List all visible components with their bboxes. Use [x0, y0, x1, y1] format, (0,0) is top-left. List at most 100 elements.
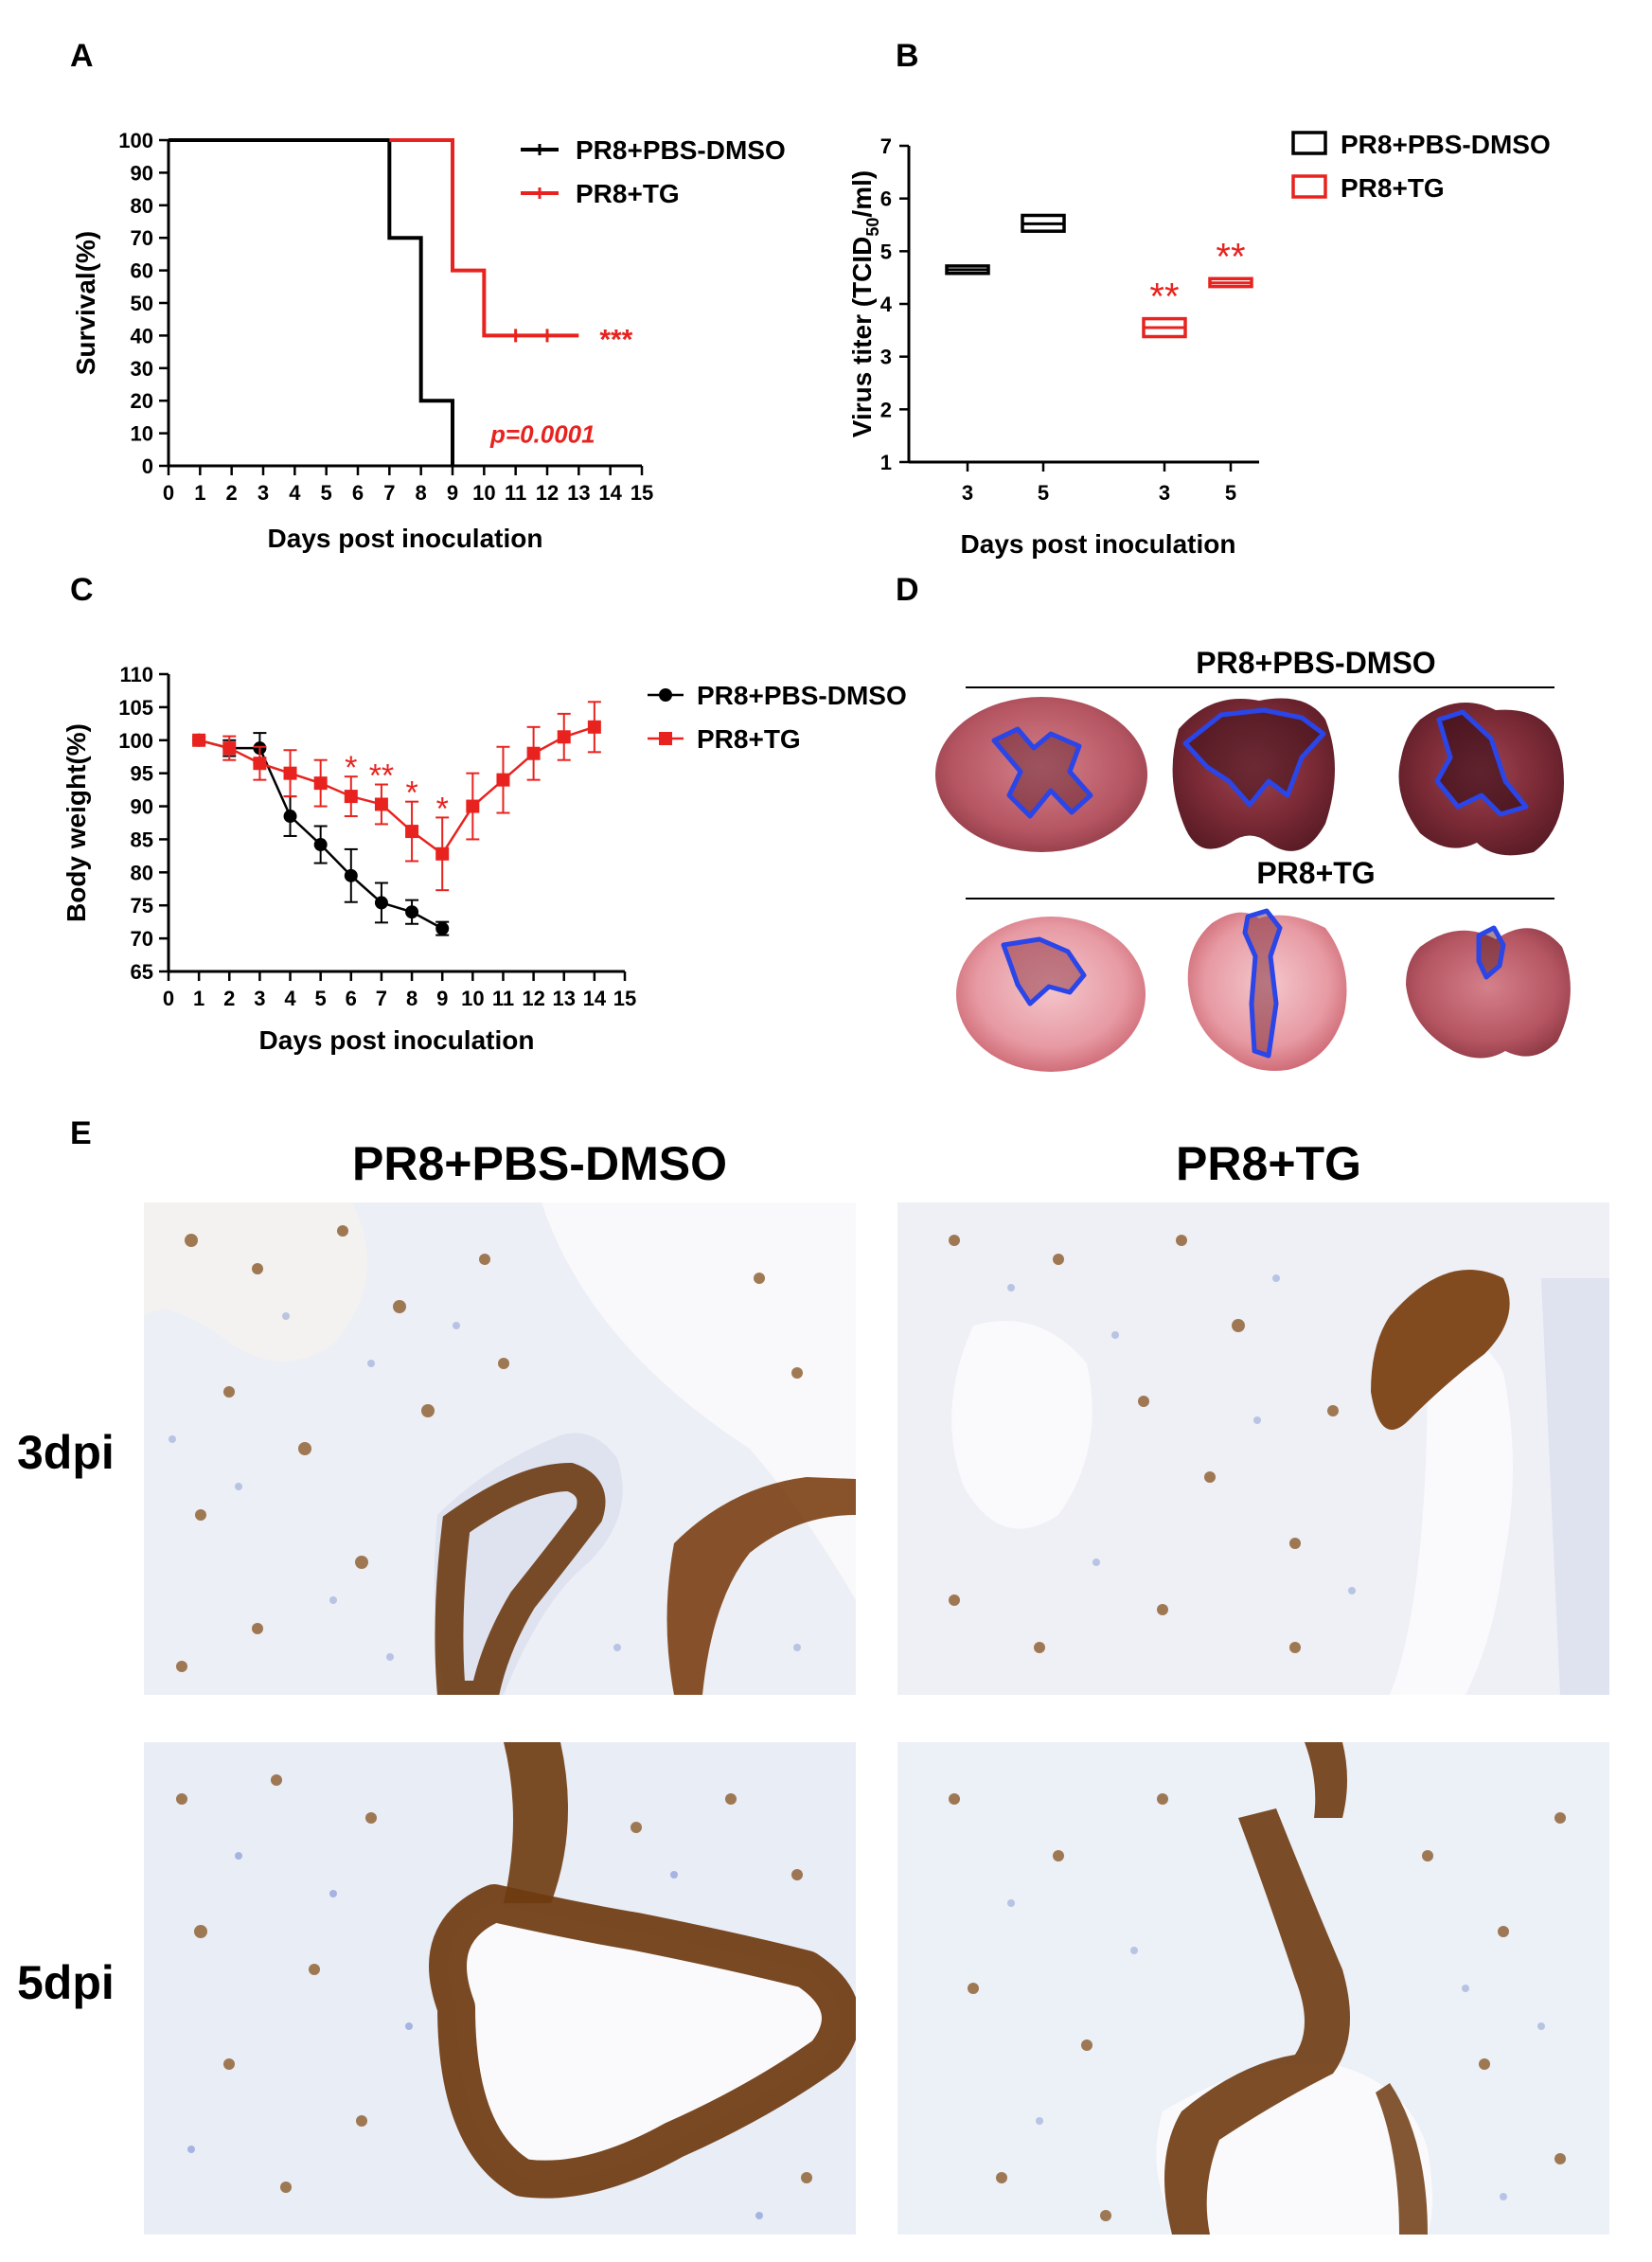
data-point-treated	[526, 746, 541, 760]
panel-label-a: A	[70, 38, 94, 74]
chart-b-legend: PR8+PBS-DMSO PR8+TG	[1291, 130, 1551, 203]
lung-photo-treated-3	[1406, 925, 1571, 1059]
data-point-treated	[435, 846, 450, 861]
panel-e-col-treated: PR8+TG	[1176, 1137, 1361, 1190]
data-point-control	[374, 896, 388, 910]
chart-b-x-axis-label: Days post inoculation	[961, 529, 1236, 559]
chart-c-x-tick-label: 15	[613, 987, 636, 1010]
chart-a-x-tick-label: 5	[321, 481, 332, 505]
histology-treated-3dpi	[897, 1202, 1609, 1695]
chart-a-y-tick-label: 0	[142, 454, 153, 478]
panel-label-e: E	[70, 1115, 92, 1151]
chart-c-x-tick-label: 0	[163, 987, 174, 1010]
legend-marker	[659, 688, 672, 702]
chart-c-y-tick-label: 90	[131, 795, 153, 819]
histology-treated-5dpi	[897, 1742, 1609, 2235]
annotation-p-value: p=0.0001	[489, 420, 595, 449]
legend-label: PR8+TG	[697, 724, 801, 754]
chart-c-x-tick-label: 12	[522, 987, 544, 1010]
chart-a-y-tick-label: 90	[131, 161, 153, 185]
chart-a-y-tick-label: 70	[131, 226, 153, 250]
chart-c-x-tick-label: 14	[583, 987, 607, 1010]
data-point-treated	[496, 773, 510, 787]
data-point-control	[344, 868, 358, 882]
data-point-treated	[587, 720, 601, 734]
chart-c-series: * ** * *	[192, 701, 601, 936]
data-point-control	[313, 838, 328, 852]
chart-b-x-tick-label: 5	[1225, 481, 1236, 505]
annotation-significance: *	[345, 750, 357, 786]
chart-c-x-tick-label: 7	[376, 987, 387, 1010]
lung-photo-control-3	[1398, 703, 1564, 856]
lung-photo-treated-1	[956, 917, 1146, 1072]
chart-c-x-tick-label: 10	[461, 987, 484, 1010]
chart-a-y-tick-label: 10	[131, 422, 153, 446]
panel-d-top-rule	[966, 686, 1554, 688]
chart-a-y-tick-label: 80	[131, 194, 153, 218]
chart-c-x-tick-label: 8	[406, 987, 417, 1010]
chart-a-series: *** p=0.0001	[169, 138, 633, 466]
data-point-control	[435, 921, 450, 935]
chart-b-y-tick-label: 3	[880, 346, 892, 369]
data-point-treated	[222, 741, 237, 756]
chart-b-x-tick-label: 3	[962, 481, 973, 505]
chart-a-x-tick-label: 10	[472, 481, 495, 505]
chart-c-y-tick-label: 100	[118, 729, 153, 753]
chart-c-y-tick-label: 110	[120, 663, 154, 686]
chart-a-x-tick-label: 2	[226, 481, 238, 505]
annotation-significance: **	[1149, 276, 1179, 318]
chart-b-y-tick-label: 1	[880, 451, 892, 474]
chart-b-y-tick-label: 7	[880, 134, 892, 158]
annotation-significance: *	[405, 775, 417, 811]
chart-c-x-tick-label: 4	[284, 987, 296, 1010]
lung-photo-control-2	[1172, 698, 1335, 851]
panel-d-bottom-label: PR8+TG	[1256, 856, 1376, 890]
chart-b-y-tick-label: 4	[880, 293, 893, 316]
lung-photo-control-1	[935, 697, 1147, 852]
chart-b-axes: 1 2 3 4 5 6 7 3 5 3 5 Days post inoculation Virus ti…	[847, 134, 1259, 559]
data-point-treated	[466, 799, 480, 813]
chart-a-y-axis-label: Survival(%)	[71, 231, 100, 376]
data-point-control	[405, 905, 419, 919]
chart-a-x-tick-label: 8	[416, 481, 427, 505]
chart-c-y-axis-label: Body weight(%)	[62, 723, 91, 922]
annotation-significance: **	[369, 758, 394, 794]
legend-label: PR8+TG	[576, 179, 680, 208]
chart-a-x-tick-label: 15	[631, 481, 653, 505]
data-point-treated	[374, 797, 388, 811]
panel-label-c: C	[70, 572, 94, 608]
chart-c-x-tick-label: 1	[193, 987, 204, 1010]
chart-b-x-tick-label: 3	[1159, 481, 1170, 505]
chart-a-x-tick-label: 11	[505, 481, 526, 505]
legend-label: PR8+PBS-DMSO	[697, 681, 907, 710]
data-point-control	[283, 810, 297, 824]
chart-c-y-tick-label: 80	[131, 861, 153, 884]
panel-label-d: D	[896, 572, 919, 608]
chart-c-legend: PR8+PBS-DMSO PR8+TG	[648, 681, 907, 754]
chart-b-virus-titer: 1 2 3 4 5 6 7 3 5 3 5 Days post inoculation Virus ti…	[847, 130, 1551, 559]
histology-control-5dpi	[144, 1742, 856, 2235]
chart-c-y-tick-label: 105	[118, 696, 153, 720]
annotation-significance: ***	[599, 324, 632, 355]
chart-c-y-tick-label: 85	[131, 828, 153, 851]
panel-label-b: B	[896, 38, 919, 74]
chart-c-y-tick-label: 75	[131, 894, 153, 917]
annotation-significance: **	[1216, 236, 1245, 277]
chart-b-y-axis-label: Virus titer (TCID50/ml)	[847, 170, 882, 437]
chart-b-y-tick-label: 6	[880, 187, 892, 211]
data-point-treated	[313, 776, 328, 791]
histology-control-3dpi	[144, 1202, 856, 1695]
legend-box	[1291, 131, 1327, 155]
chart-a-x-tick-label: 1	[194, 481, 205, 505]
chart-c-x-tick-label: 13	[552, 987, 575, 1010]
panel-e-row-5dpi: 5dpi	[17, 1956, 115, 2009]
chart-c-y-tick-label: 95	[131, 762, 153, 786]
chart-a-y-tick-label: 40	[131, 324, 153, 347]
chart-a-y-tick-label: 50	[131, 292, 153, 315]
chart-c-x-tick-label: 6	[346, 987, 357, 1010]
chart-a-x-tick-label: 0	[163, 481, 174, 505]
chart-c-y-tick-label: 70	[131, 927, 153, 951]
